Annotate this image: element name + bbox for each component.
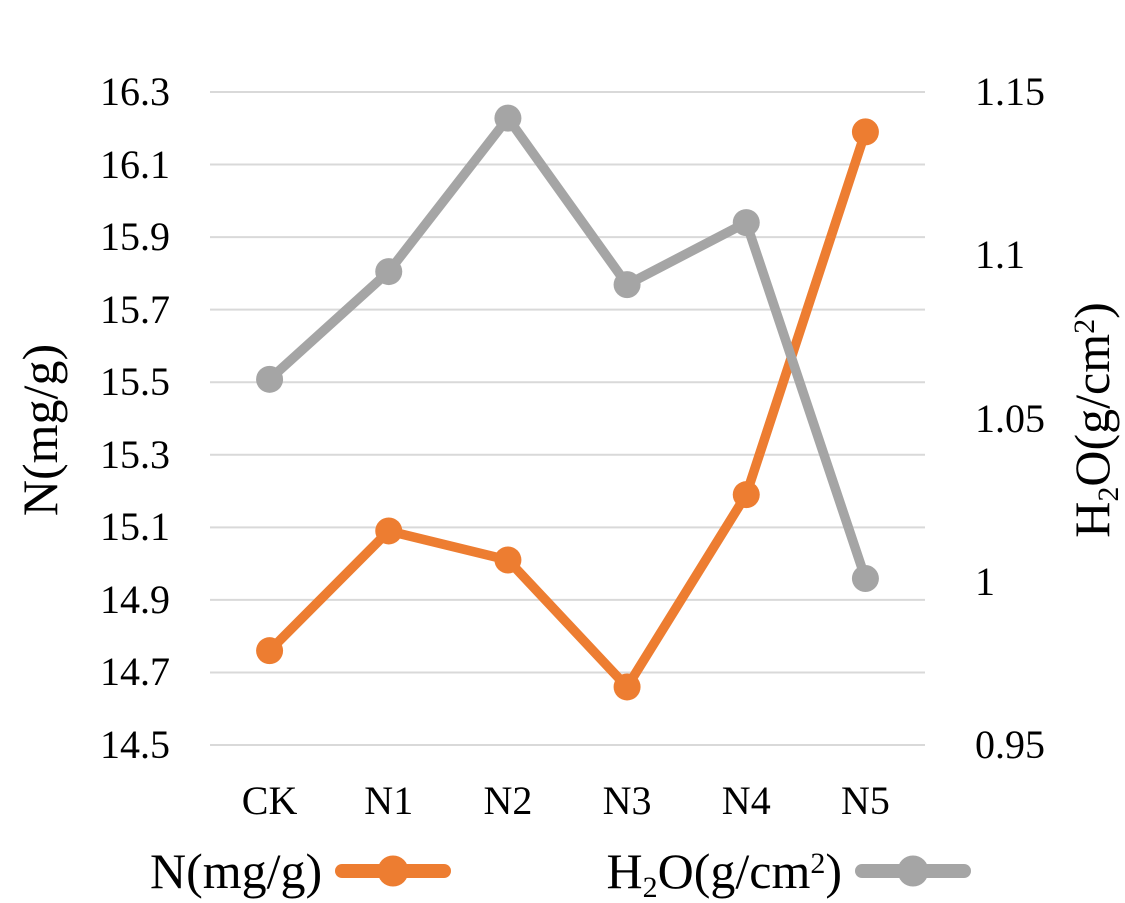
legend-line-sample-h2o [855, 855, 971, 887]
data-point [732, 209, 760, 237]
x-axis-label-ck: CK [241, 778, 298, 823]
left-axis-tick: 15.3 [100, 431, 170, 477]
left-axis-tick: 15.9 [100, 214, 170, 260]
data-point [494, 104, 522, 132]
legend-label-h2o-subscript: 2 [642, 871, 658, 903]
x-axis-label-n5: N5 [840, 778, 890, 823]
right-axis-title: H2O(g/cm2) [1063, 302, 1125, 538]
legend-sample-marker [897, 855, 929, 887]
right-axis-title-subscript: 2 [1092, 486, 1125, 502]
x-axis-label-n2: N2 [483, 778, 533, 823]
legend-label-h2o: H2O(g/cm2) [606, 843, 843, 903]
legend-item-n: N(mg/g) [150, 843, 456, 899]
data-point [494, 546, 522, 574]
right-axis-tick: 1.15 [975, 69, 1045, 114]
legend-label-n: N(mg/g) [150, 843, 323, 899]
left-axis-title: N(mg/g) [12, 343, 68, 517]
left-axis-tick: 15.5 [100, 359, 170, 405]
chart-legend: N(mg/g) H2O(g/cm2) [150, 843, 973, 903]
legend-line-sample-n [335, 855, 452, 887]
left-axis-tick: 14.7 [100, 649, 170, 695]
x-axis-label-n3: N3 [602, 778, 652, 823]
data-point [375, 258, 403, 286]
legend-label-h2o-text: H [606, 843, 643, 899]
right-axis-title-text: ) [1064, 302, 1120, 319]
series-line-h2o [264, 113, 871, 584]
left-axis-tick: 14.9 [100, 576, 170, 622]
left-axis-tick: 16.1 [100, 141, 170, 187]
x-axis-label-n1: N1 [364, 778, 414, 823]
data-point [851, 564, 879, 592]
right-axis-tick: 1 [975, 558, 995, 604]
data-point [256, 365, 284, 393]
legend-item-h2o: H2O(g/cm2) [606, 843, 973, 903]
data-point [256, 637, 284, 665]
series-line-n [264, 127, 871, 692]
right-axis-tick: 1.05 [975, 395, 1045, 441]
legend-label-h2o-text: ) [825, 843, 842, 899]
left-axis-tick: 15.1 [100, 504, 170, 550]
left-axis-tick: 15.7 [100, 286, 170, 332]
right-axis-title-text: H [1064, 501, 1120, 538]
right-axis-title-text: O(g/cm [1064, 333, 1120, 487]
data-point [375, 517, 403, 545]
data-point [732, 481, 760, 509]
legend-sample-marker [377, 855, 409, 887]
x-axis-label-n4: N4 [721, 778, 771, 823]
data-point [613, 271, 641, 299]
left-axis-tick: 14.5 [100, 722, 170, 767]
data-point [613, 673, 641, 701]
left-axis-tick: 16.3 [100, 69, 170, 114]
right-axis-tick: 0.95 [975, 722, 1045, 767]
data-point [851, 118, 879, 146]
legend-label-h2o-superscript: 2 [810, 847, 826, 880]
right-axis-title-superscript: 2 [1068, 318, 1101, 334]
legend-label-h2o-text: O(g/cm [657, 843, 811, 899]
right-axis-tick: 1.1 [975, 232, 1025, 278]
